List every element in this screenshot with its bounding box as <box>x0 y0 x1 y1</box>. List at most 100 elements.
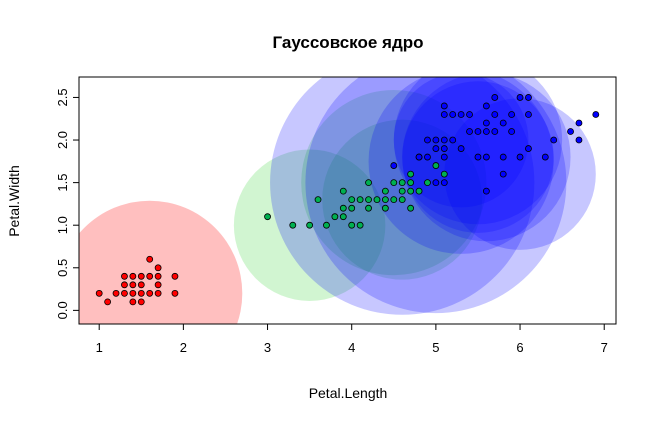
x-tick-label-2: 3 <box>264 340 271 355</box>
data-point-1-23 <box>398 196 406 204</box>
data-point-1-15 <box>365 196 372 204</box>
data-point-1-22 <box>390 179 398 187</box>
data-point-1-20 <box>381 187 389 195</box>
data-point-0-14 <box>146 289 154 297</box>
data-point-2-6 <box>432 136 440 144</box>
data-point-2-23 <box>482 128 490 135</box>
kernel-circle-0-0 <box>79 200 243 324</box>
data-point-1-25 <box>398 179 406 187</box>
data-point-2-18 <box>466 111 473 118</box>
data-point-2-42 <box>575 136 583 144</box>
data-point-1-32 <box>424 179 431 187</box>
chart-title: Гауссовское ядро <box>273 33 424 52</box>
data-point-0-5 <box>121 289 128 297</box>
data-point-1-1 <box>289 221 297 229</box>
data-point-1-7 <box>339 204 347 212</box>
data-point-2-10 <box>440 136 448 144</box>
data-point-1-17 <box>373 196 381 204</box>
kernel-circle-2-1 <box>305 77 567 314</box>
data-point-0-17 <box>154 289 162 297</box>
y-tick-label-0: 0.0 <box>55 301 70 319</box>
kernel-circle-2-7 <box>393 77 529 208</box>
x-axis: 1 2 3 4 5 6 7 <box>96 323 608 355</box>
data-point-0-18 <box>154 281 162 289</box>
data-point-1-29 <box>407 170 415 178</box>
data-point-2-38 <box>525 94 532 101</box>
data-point-2-0 <box>390 162 398 169</box>
data-point-0-19 <box>154 272 162 280</box>
kernel-circle-2-0 <box>270 77 535 315</box>
data-point-2-5 <box>432 145 440 152</box>
x-tick-label-6: 7 <box>601 340 608 355</box>
data-point-1-19 <box>381 196 389 204</box>
kernel-layer <box>79 77 596 324</box>
data-point-2-40 <box>550 136 558 144</box>
x-tick-label-5: 6 <box>516 340 523 355</box>
data-point-1-27 <box>407 187 415 195</box>
data-point-1-8 <box>339 187 347 195</box>
y-tick-label-3: 1.5 <box>55 174 70 192</box>
data-point-1-28 <box>407 179 415 187</box>
data-point-0-1 <box>104 298 112 306</box>
point-layer <box>95 94 600 306</box>
data-point-2-41 <box>567 128 574 135</box>
data-point-2-3 <box>424 136 431 144</box>
data-point-2-9 <box>440 145 448 152</box>
data-point-1-30 <box>415 187 423 195</box>
data-point-0-2 <box>112 289 120 297</box>
data-point-2-30 <box>499 153 507 161</box>
kernel-circle-2-2 <box>368 77 554 254</box>
data-point-1-6 <box>339 213 347 221</box>
x-tick-label-3: 4 <box>348 340 355 355</box>
y-axis: 0.0 0.5 1.0 1.5 2.0 2.5 <box>55 88 80 319</box>
data-point-2-12 <box>440 102 448 110</box>
data-point-2-7 <box>440 179 448 187</box>
data-point-1-13 <box>356 196 364 204</box>
x-tick-label-4: 5 <box>432 340 439 355</box>
x-tick-label-0: 1 <box>96 340 103 355</box>
data-point-1-33 <box>432 162 440 169</box>
data-point-1-5 <box>331 213 339 221</box>
data-point-0-12 <box>137 281 145 289</box>
data-point-2-33 <box>508 111 516 118</box>
data-point-1-21 <box>390 196 398 204</box>
data-point-2-29 <box>499 170 507 178</box>
data-point-2-22 <box>482 153 490 161</box>
data-point-1-9 <box>348 221 356 229</box>
data-point-1-3 <box>314 196 322 204</box>
data-point-2-2 <box>424 153 431 161</box>
data-point-0-7 <box>129 289 137 297</box>
data-point-0-4 <box>121 281 128 289</box>
data-point-2-35 <box>516 94 524 101</box>
data-point-2-44 <box>592 111 600 118</box>
kernel-circle-2-6 <box>444 98 596 250</box>
data-point-0-6 <box>129 298 137 306</box>
data-point-2-1 <box>415 153 423 161</box>
data-point-1-4 <box>323 221 330 229</box>
data-point-1-26 <box>407 204 415 212</box>
data-point-1-2 <box>306 221 314 229</box>
data-point-2-19 <box>474 153 482 161</box>
data-point-0-3 <box>121 272 128 280</box>
data-point-2-34 <box>516 153 524 161</box>
data-point-2-27 <box>491 111 499 118</box>
data-point-2-25 <box>482 102 490 110</box>
data-point-2-37 <box>525 111 532 118</box>
data-point-1-34 <box>440 170 448 178</box>
data-point-0-11 <box>137 289 145 297</box>
y-tick-label-5: 2.5 <box>55 88 70 106</box>
data-point-2-17 <box>466 128 473 135</box>
data-point-1-11 <box>348 196 356 204</box>
data-point-2-20 <box>474 128 482 135</box>
data-point-1-14 <box>365 204 372 212</box>
data-point-0-15 <box>146 272 154 280</box>
data-point-2-15 <box>457 145 465 152</box>
data-point-0-10 <box>137 298 145 306</box>
data-point-2-36 <box>525 145 532 152</box>
data-point-2-28 <box>491 94 499 101</box>
data-point-1-12 <box>356 221 364 229</box>
data-point-0-22 <box>171 272 179 280</box>
data-point-0-20 <box>154 264 162 272</box>
data-point-2-24 <box>482 119 490 127</box>
